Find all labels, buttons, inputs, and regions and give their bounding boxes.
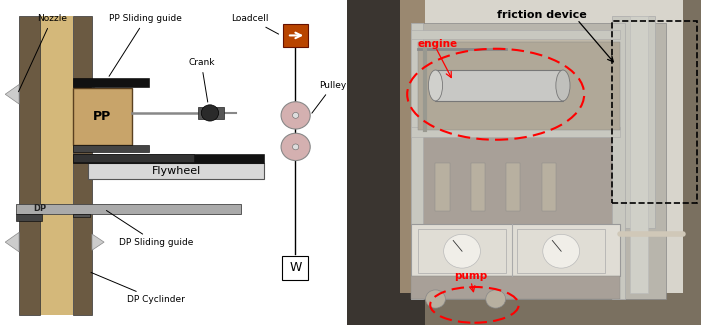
Text: Crank: Crank <box>188 58 215 102</box>
Polygon shape <box>92 86 104 102</box>
Bar <box>613 23 625 299</box>
Bar <box>73 154 264 162</box>
Bar <box>15 214 41 221</box>
Circle shape <box>486 290 505 308</box>
Text: pump: pump <box>454 271 487 281</box>
Text: DP: DP <box>34 204 46 214</box>
Text: PP: PP <box>93 110 111 123</box>
Circle shape <box>292 144 299 150</box>
Bar <box>411 23 666 299</box>
Bar <box>517 229 606 273</box>
Bar <box>435 70 563 101</box>
Bar <box>411 127 620 136</box>
FancyBboxPatch shape <box>282 256 308 280</box>
Text: PP Sliding guide: PP Sliding guide <box>109 14 182 76</box>
Ellipse shape <box>556 70 570 101</box>
Bar <box>418 136 620 228</box>
Bar <box>73 214 90 217</box>
Bar <box>506 162 520 211</box>
Bar <box>435 162 449 211</box>
Ellipse shape <box>428 70 442 101</box>
Bar <box>400 0 425 292</box>
Circle shape <box>444 234 480 268</box>
Text: DP Sliding guide: DP Sliding guide <box>107 211 193 247</box>
Circle shape <box>426 290 445 308</box>
Bar <box>73 16 92 315</box>
Bar <box>73 88 132 145</box>
Bar <box>471 162 485 211</box>
Bar <box>418 229 506 273</box>
Bar <box>411 23 423 299</box>
Bar <box>73 78 149 87</box>
Bar <box>15 204 241 214</box>
Circle shape <box>281 133 311 161</box>
Polygon shape <box>5 84 19 104</box>
Bar <box>411 224 620 276</box>
Circle shape <box>292 112 299 118</box>
Bar <box>411 32 651 136</box>
Text: Nozzle: Nozzle <box>18 14 67 92</box>
Bar <box>418 42 620 130</box>
Circle shape <box>201 105 219 121</box>
Bar <box>347 0 425 325</box>
Circle shape <box>281 102 311 129</box>
Bar <box>73 145 149 152</box>
Polygon shape <box>92 234 104 250</box>
Circle shape <box>543 234 580 268</box>
Bar <box>630 16 648 292</box>
Bar <box>88 162 264 179</box>
Bar <box>283 24 308 47</box>
Bar <box>411 30 620 39</box>
Text: Flywheel: Flywheel <box>151 166 200 176</box>
Text: W: W <box>289 261 301 274</box>
Bar <box>613 16 655 227</box>
Bar <box>40 16 73 315</box>
Bar <box>19 16 40 315</box>
Bar <box>411 276 620 299</box>
Text: Loadcell: Loadcell <box>231 14 278 34</box>
Text: Pulley: Pulley <box>312 81 346 113</box>
Text: friction device: friction device <box>497 10 587 20</box>
Polygon shape <box>5 232 19 252</box>
Bar <box>73 154 194 162</box>
Text: DP Cyclinder: DP Cyclinder <box>91 272 185 304</box>
Bar <box>542 162 556 211</box>
Text: engine: engine <box>418 39 458 49</box>
Bar <box>198 107 224 119</box>
Bar <box>400 0 683 292</box>
